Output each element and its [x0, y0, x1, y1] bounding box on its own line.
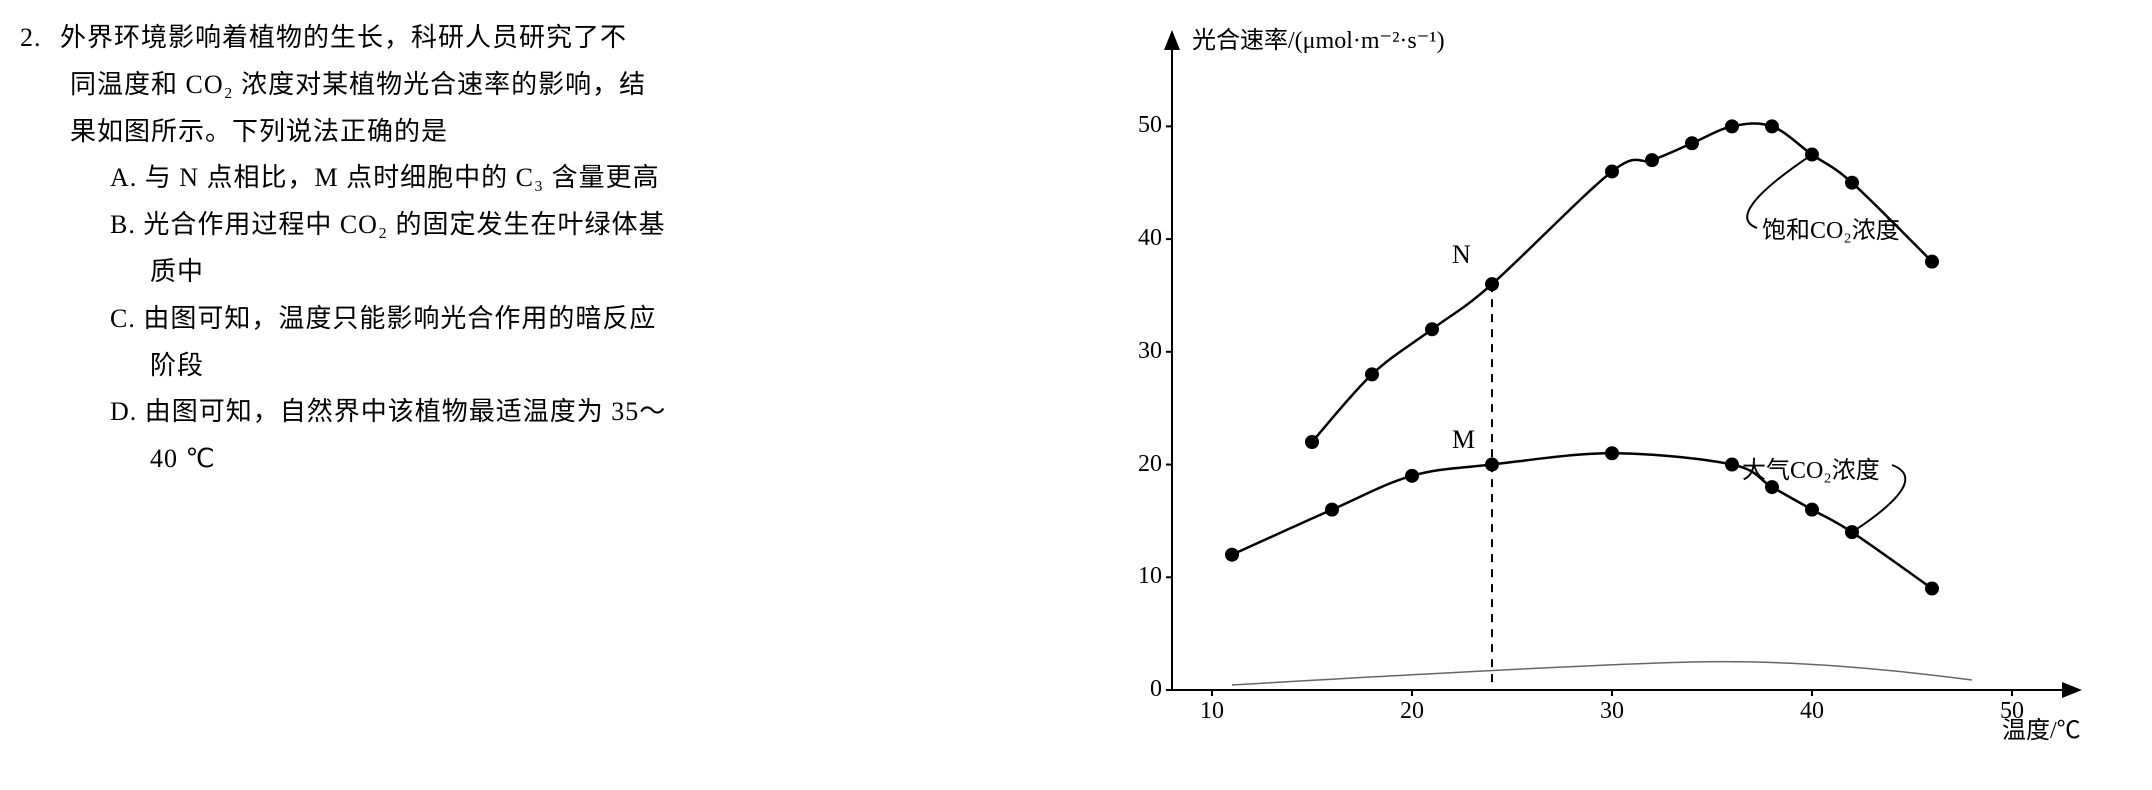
- x-tick-label: 30: [1592, 698, 1632, 725]
- x-tick-label: 20: [1392, 698, 1432, 725]
- y-tick-label: 10: [1117, 563, 1162, 590]
- series-label: 大气CO₂浓度: [1742, 450, 1880, 485]
- chart-area: 光合速率/(μmol·m⁻²·s⁻¹) 温度/℃ 010203040501020…: [1082, 10, 2132, 780]
- stem-line-1: 2.外界环境影响着植物的生长，科研人员研究了不: [20, 15, 1072, 62]
- y-axis-label: 光合速率/(μmol·m⁻²·s⁻¹): [1192, 20, 1445, 55]
- y-tick-label: 40: [1117, 225, 1162, 252]
- y-tick-label: 0: [1117, 676, 1162, 703]
- option-b-line-2: 质中: [20, 249, 1072, 296]
- option-a-line-1: A. 与 N 点相比，M 点时细胞中的 C₃ 含量更高: [20, 155, 1072, 202]
- series-label: 饱和CO₂浓度: [1762, 210, 1900, 245]
- y-tick-label: 30: [1117, 338, 1162, 365]
- question-number: 2.: [20, 15, 60, 62]
- x-tick-label: 40: [1792, 698, 1832, 725]
- option-c-line-2: 阶段: [20, 343, 1072, 390]
- point-label-N: N: [1452, 240, 1471, 270]
- y-tick-label: 50: [1117, 112, 1162, 139]
- point-label-M: M: [1452, 425, 1475, 455]
- x-tick-label: 10: [1192, 698, 1232, 725]
- question-text: 2.外界环境影响着植物的生长，科研人员研究了不 同温度和 CO₂ 浓度对某植物光…: [20, 10, 1072, 780]
- chart-svg: [1082, 10, 2132, 780]
- x-tick-label: 50: [1992, 698, 2032, 725]
- option-d-line-1: D. 由图可知，自然界中该植物最适温度为 35～: [20, 389, 1072, 436]
- stem-line-2: 同温度和 CO₂ 浓度对某植物光合速率的影响，结: [20, 62, 1072, 109]
- option-b-line-1: B. 光合作用过程中 CO₂ 的固定发生在叶绿体基: [20, 202, 1072, 249]
- option-d-line-2: 40 ℃: [20, 436, 1072, 483]
- y-tick-label: 20: [1117, 451, 1162, 478]
- option-c-line-1: C. 由图可知，温度只能影响光合作用的暗反应: [20, 296, 1072, 343]
- stem-line-3: 果如图所示。下列说法正确的是: [20, 109, 1072, 156]
